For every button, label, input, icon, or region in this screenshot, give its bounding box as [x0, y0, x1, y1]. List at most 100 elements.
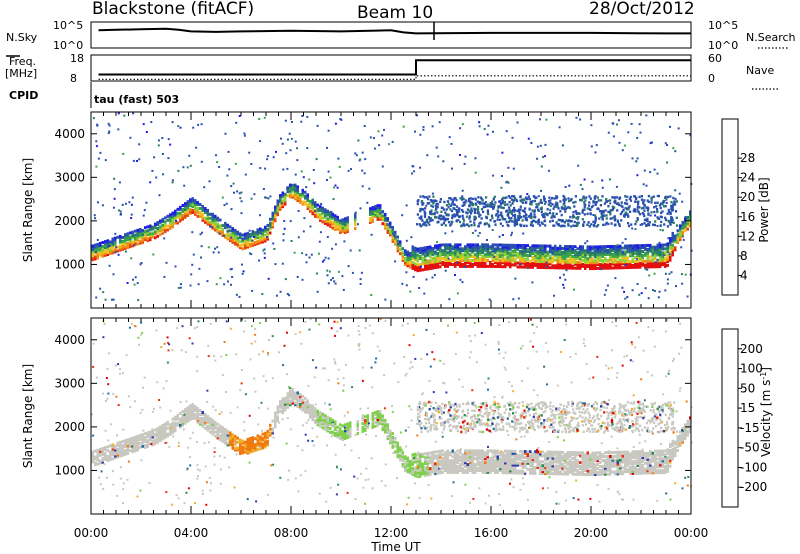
scatter-cell	[502, 196, 505, 200]
range-gate-cell	[151, 227, 154, 231]
range-gate-cell	[144, 230, 147, 234]
range-gate-cell	[251, 449, 254, 453]
range-gate-cell	[471, 255, 474, 259]
range-gate-cell	[456, 257, 459, 261]
range-gate-cell	[481, 457, 484, 461]
range-gate-cell	[251, 447, 254, 451]
range-gate-cell	[416, 247, 419, 251]
range-gate-cell	[161, 423, 164, 427]
scatter-cell	[498, 214, 501, 217]
scatter-cell	[120, 212, 122, 215]
range-gate-cell	[189, 414, 192, 418]
range-gate-cell	[154, 230, 157, 234]
scatter-cell	[620, 204, 623, 207]
scatter-cell	[450, 142, 453, 145]
range-gate-cell	[274, 413, 277, 417]
range-gate-cell	[404, 257, 407, 261]
range-gate-cell	[389, 233, 392, 237]
range-gate-cell	[321, 212, 324, 216]
range-gate-cell	[649, 265, 652, 269]
scatter-cell	[436, 211, 439, 214]
scatter-cell	[612, 207, 615, 211]
scatter-cell	[132, 159, 135, 162]
range-gate-cell	[629, 260, 632, 264]
scatter-cell	[648, 223, 651, 227]
range-gate-cell	[609, 248, 612, 252]
range-gate-cell	[374, 205, 377, 209]
range-gate-cell	[434, 260, 437, 264]
scatter-cell	[470, 201, 473, 204]
range-gate-cell	[511, 467, 514, 471]
range-gate-cell	[364, 423, 367, 426]
range-gate-cell	[119, 454, 122, 458]
range-gate-cell	[461, 461, 464, 465]
range-gate-cell	[689, 210, 692, 214]
scatter-cell	[479, 196, 483, 199]
scatter-cell	[361, 151, 364, 154]
scatter-cell	[477, 196, 480, 199]
scatter-cell	[595, 144, 598, 147]
range-gate-cell	[131, 240, 134, 244]
scatter-cell	[673, 200, 676, 203]
range-gate-cell	[429, 247, 432, 251]
range-gate-cell	[524, 253, 527, 257]
range-gate-cell	[196, 214, 199, 218]
scatter-cell	[250, 197, 253, 200]
range-gate-cell	[371, 215, 374, 219]
scatter-cell	[564, 210, 567, 213]
range-gate-cell	[339, 227, 342, 231]
range-gate-cell	[304, 400, 307, 404]
scatter-cell	[582, 196, 585, 200]
scatter-cell	[473, 211, 476, 214]
range-gate-cell	[409, 257, 412, 261]
scatter-cell	[607, 205, 610, 208]
scatter-cell	[370, 233, 373, 236]
range-gate-cell	[334, 422, 337, 426]
range-gate-cell	[176, 215, 179, 219]
range-gate-cell	[324, 210, 327, 214]
range-gate-cell	[324, 420, 327, 424]
scatter-cell	[484, 222, 487, 225]
scatter-cell	[444, 211, 447, 214]
scatter-cell	[113, 197, 116, 200]
scatter-cell	[424, 211, 427, 215]
range-gate-cell	[354, 221, 357, 225]
range-gate-cell	[399, 446, 402, 450]
range-gate-cell	[661, 263, 664, 267]
range-gate-cell	[396, 441, 399, 445]
scatter-cell	[167, 157, 170, 160]
range-gate-cell	[639, 263, 642, 267]
range-gate-cell	[309, 407, 312, 411]
scatter-cell	[479, 201, 482, 204]
range-gate-cell	[476, 243, 479, 247]
range-gate-cell	[461, 455, 464, 459]
range-gate-cell	[129, 239, 132, 243]
range-gate-cell	[669, 241, 672, 244]
range-gate-cell	[331, 430, 334, 434]
range-gate-cell	[459, 463, 462, 467]
range-gate-cell	[224, 439, 227, 443]
range-gate-cell	[186, 408, 189, 412]
range-gate-cell	[461, 467, 464, 470]
range-gate-cell	[246, 437, 249, 441]
range-gate-cell	[361, 422, 364, 426]
range-gate-cell	[661, 243, 664, 247]
range-gate-cell	[114, 236, 117, 240]
range-gate-cell	[509, 451, 512, 455]
range-gate-cell	[109, 242, 112, 246]
range-gate-cell	[589, 259, 592, 263]
scatter-cell	[433, 199, 436, 202]
range-gate-cell	[459, 249, 462, 253]
range-gate-cell	[161, 225, 164, 229]
scatter-cell	[622, 214, 626, 217]
scatter-cell	[634, 210, 637, 213]
range-gate-cell	[424, 462, 427, 466]
range-gate-cell	[519, 265, 522, 269]
range-gate-cell	[141, 234, 144, 238]
range-gate-cell	[356, 420, 359, 424]
range-gate-cell	[136, 238, 139, 242]
scatter-cell	[567, 206, 570, 209]
range-gate-cell	[249, 450, 252, 454]
scatter-cell	[520, 198, 524, 201]
range-gate-cell	[654, 251, 657, 255]
